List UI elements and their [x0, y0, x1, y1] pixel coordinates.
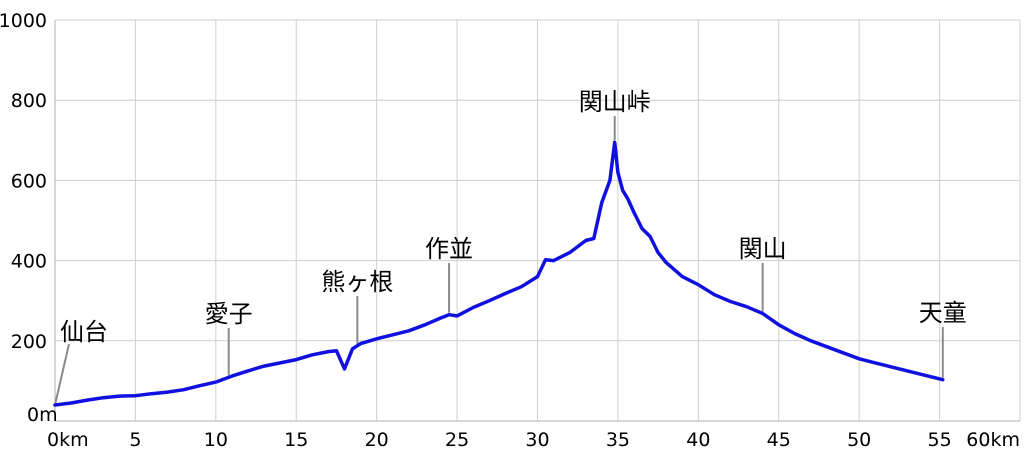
place-label: 仙台	[60, 318, 108, 346]
place-label: 熊ヶ根	[321, 268, 393, 296]
place-label: 関山	[739, 235, 787, 263]
y-tick-labels: 0m 200 400 600 800 1000	[0, 10, 58, 426]
y-tick-label: 800	[11, 90, 47, 112]
x-tick-label: 15	[284, 429, 308, 451]
place-leader	[54, 343, 70, 406]
y-tick-label: 600	[11, 170, 47, 192]
x-tick-labels: 0km 5 10 15 20 25 30 35 40 45 50 55 60km	[47, 429, 1020, 451]
x-tick-label: 40	[686, 429, 710, 451]
y-tick-label: 400	[11, 251, 47, 273]
place-label: 作並	[425, 235, 473, 263]
x-tick-label: 5	[129, 429, 141, 451]
x-tick-label: 10	[204, 429, 228, 451]
x-tick-label: 45	[767, 429, 791, 451]
x-tick-label: 60km	[966, 429, 1020, 451]
x-tick-label: 35	[606, 429, 630, 451]
grid-lines	[54, 19, 1021, 422]
place-label: 愛子	[205, 300, 253, 328]
x-tick-label: 50	[847, 429, 871, 451]
elevation-line	[53, 140, 945, 407]
x-tick-label: 0km	[47, 429, 89, 451]
place-label: 天童	[919, 299, 967, 327]
elevation-series	[53, 140, 945, 407]
x-tick-label: 30	[525, 429, 549, 451]
y-tick-label: 200	[11, 331, 47, 353]
x-tick-label: 25	[445, 429, 469, 451]
axes	[54, 20, 1020, 422]
x-tick-label: 55	[927, 429, 951, 451]
y-tick-label: 1000	[0, 10, 47, 32]
y-tick-label: 0m	[27, 404, 58, 426]
place-leader-lines	[54, 116, 944, 406]
x-tick-label: 20	[365, 429, 389, 451]
place-label: 関山峠	[579, 88, 651, 116]
